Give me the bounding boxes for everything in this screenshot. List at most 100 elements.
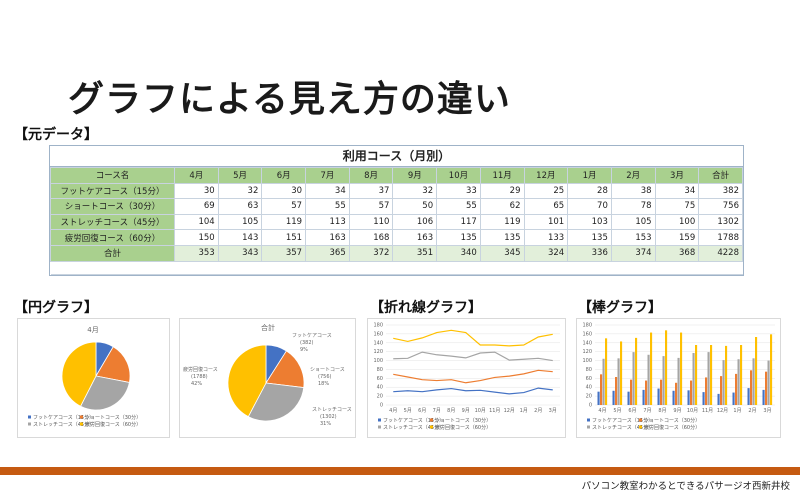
table-cell: 135 — [479, 229, 525, 246]
data-label-value: (382) — [300, 340, 313, 346]
legend-swatch — [430, 418, 433, 422]
table-cell: 25 — [523, 182, 569, 200]
table-cell: 62 — [479, 198, 525, 215]
data-label-percent: 42% — [191, 381, 202, 387]
y-tick-label: 120 — [373, 349, 383, 355]
legend-entry: ショートコース（30分） — [85, 414, 141, 421]
x-tick-label: 9月 — [462, 408, 470, 414]
legend-swatch — [80, 422, 83, 426]
table-cell: 374 — [610, 244, 656, 262]
bar — [717, 393, 720, 405]
table-cell: 69 — [174, 198, 219, 215]
row-label: 疲労回復コース（60分） — [50, 229, 175, 246]
table-blank-cell — [50, 260, 175, 275]
table-cell: 33 — [436, 182, 481, 200]
table-cell: 110 — [348, 213, 394, 231]
y-tick-label: 180 — [373, 323, 383, 329]
table-cell: 113 — [305, 213, 350, 231]
section-label-line: 【折れ線グラフ】 — [370, 300, 482, 316]
section-label-pie: 【円グラフ】 — [14, 300, 98, 316]
legend-swatch — [28, 422, 31, 426]
bar — [612, 390, 615, 405]
bar — [647, 354, 650, 405]
bar — [605, 338, 608, 405]
bar — [770, 334, 773, 405]
table-cell: 143 — [217, 229, 263, 246]
table-blank-row — [50, 260, 743, 275]
y-tick-label: 100 — [373, 358, 383, 364]
table-cell: 168 — [348, 229, 394, 246]
data-label-value: (1302) — [320, 414, 337, 420]
y-tick-label: 0 — [589, 403, 592, 409]
table-row: ストレッチコース（45分） 104 105 119 113 110 106 117 119 101… — [50, 213, 743, 231]
legend-swatch — [378, 425, 381, 429]
table-cell: 368 — [654, 244, 700, 262]
bar — [732, 392, 735, 405]
table-cell: 30 — [261, 182, 307, 200]
table-blank-cell — [655, 260, 699, 275]
table-cell: 29 — [479, 182, 525, 200]
legend-swatch — [430, 425, 433, 429]
table-cell: 351 — [392, 244, 438, 262]
bar-chart: 0 20 40 60 80 100 120 140 160 180 4月 5月 6月 7月 8月 9月 10月 1… — [576, 318, 781, 438]
bar — [642, 389, 645, 405]
x-tick-label: 3月 — [549, 408, 557, 414]
bar — [735, 373, 738, 405]
footer-text: パソコン教室わかるとできるパサージオ西新井校 — [581, 481, 790, 492]
header-cell: 5月 — [217, 167, 263, 184]
y-tick-label: 40 — [586, 385, 592, 391]
table-cell: 163 — [305, 229, 350, 246]
bar — [765, 371, 768, 405]
line-series — [393, 329, 553, 347]
y-tick-label: 140 — [582, 340, 592, 346]
x-tick-label: 2月 — [748, 408, 756, 414]
legend-entry: 疲労回復コース（60分） — [85, 421, 141, 428]
table-cell: 163 — [392, 229, 438, 246]
table-cell: 151 — [261, 229, 307, 246]
table-cell: 135 — [567, 229, 612, 246]
table-cell: 105 — [610, 213, 656, 231]
data-label-percent: 9% — [300, 347, 308, 353]
legend-swatch — [378, 418, 381, 422]
legend-entry: フットケアコース（15分） — [592, 417, 653, 424]
table-blank-cell — [305, 260, 350, 275]
table-cell: 106 — [392, 213, 438, 231]
table-cell: 133 — [523, 229, 569, 246]
bar — [687, 390, 690, 405]
data-label-name: 疲労回復コース — [183, 366, 218, 373]
table-cell: 37 — [348, 182, 394, 200]
x-tick-label: 12月 — [504, 408, 515, 414]
table-cell: 57 — [261, 198, 307, 215]
y-tick-label: 80 — [377, 367, 383, 373]
x-tick-label: 10月 — [687, 408, 698, 414]
line-chart: 0 20 40 60 80 100 120 140 160 180 4月 5月 6月 7月 8月 9月 10月 1… — [367, 318, 566, 438]
table-cell: 365 — [305, 244, 350, 262]
table-cell: 119 — [479, 213, 525, 231]
x-tick-label: 11月 — [489, 408, 500, 414]
header-cell: 6月 — [261, 167, 307, 184]
table-cell: 372 — [348, 244, 394, 262]
table-cell: 28 — [567, 182, 612, 200]
bar — [675, 382, 678, 405]
table-blank-cell — [174, 260, 219, 275]
legend-swatch — [28, 415, 31, 419]
table-body: フットケアコース（15分） 30 32 30 34 37 32 33 29 25 28 38 34 382… — [50, 182, 743, 275]
bar — [602, 358, 605, 405]
x-tick-label: 7月 — [433, 408, 441, 414]
bar — [752, 358, 755, 405]
table-cell: 101 — [523, 213, 569, 231]
x-tick-label: 11月 — [702, 408, 713, 414]
bar — [672, 390, 675, 405]
data-label-name: ショートコース — [310, 367, 345, 373]
table-cell: 70 — [567, 198, 612, 215]
table-blank-cell — [480, 260, 524, 275]
data-label-value: (1788) — [191, 374, 208, 380]
table-blank-cell — [436, 260, 481, 275]
legend-entry: ストレッチコース（45分） — [383, 424, 444, 431]
table-caption: 利用コース（月別） — [50, 146, 743, 167]
table-cell: 57 — [348, 198, 394, 215]
x-tick-label: 9月 — [673, 408, 681, 414]
table-cell: 34 — [305, 182, 350, 200]
